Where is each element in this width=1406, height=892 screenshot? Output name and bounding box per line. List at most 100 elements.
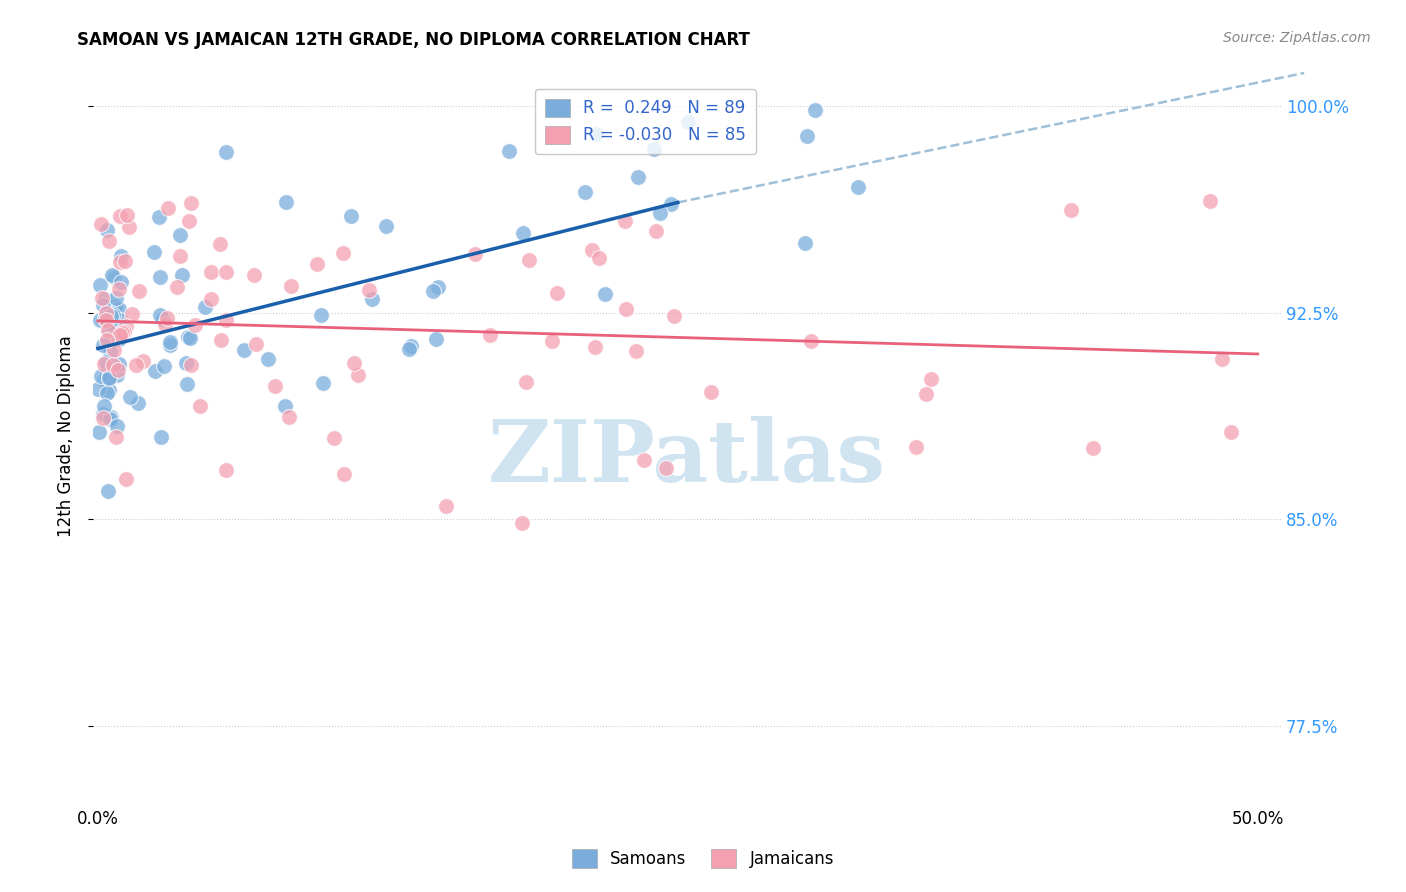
Point (644, 224, 666, 238)
Point (100, 309, 122, 323)
Point (425, 333, 447, 347)
Point (114, 253, 136, 268)
Point (108, 255, 131, 269)
Point (104, 320, 127, 334)
Point (512, 227, 534, 241)
Point (97, 234, 120, 248)
Point (90, 368, 112, 383)
Point (96, 306, 118, 320)
Point (149, 269, 172, 284)
Point (274, 195, 297, 210)
Point (103, 270, 125, 285)
Point (233, 343, 256, 357)
Point (659, 197, 682, 211)
Point (105, 368, 128, 382)
Point (179, 213, 201, 227)
Point (118, 390, 141, 404)
Point (333, 467, 356, 481)
Point (180, 195, 202, 210)
Point (104, 300, 127, 314)
Point (153, 318, 176, 332)
Point (583, 340, 606, 354)
Point (215, 265, 238, 279)
Legend: Samoans, Jamaicans: Samoans, Jamaicans (565, 843, 841, 875)
Y-axis label: 12th Grade, No Diploma: 12th Grade, No Diploma (58, 335, 75, 538)
Point (125, 358, 148, 372)
Point (581, 243, 603, 257)
Point (89, 277, 111, 292)
Point (132, 354, 155, 368)
Point (215, 463, 238, 477)
Point (322, 432, 344, 446)
Text: SAMOAN VS JAMAICAN 12TH GRADE, NO DIPLOMA CORRELATION CHART: SAMOAN VS JAMAICAN 12TH GRADE, NO DIPLOM… (77, 31, 751, 49)
Point (98, 326, 121, 341)
Point (108, 328, 131, 343)
Point (627, 170, 650, 185)
Point (145, 364, 167, 378)
Point (96, 386, 118, 401)
Point (97, 316, 120, 330)
Point (148, 211, 170, 225)
Point (263, 378, 285, 392)
Point (103, 358, 125, 372)
Point (159, 335, 181, 350)
Point (540, 334, 562, 349)
Point (89, 313, 111, 327)
Point (96, 333, 118, 347)
Point (200, 292, 222, 306)
Point (91, 411, 114, 425)
Point (1219, 425, 1241, 439)
Point (176, 377, 198, 392)
Point (90, 291, 112, 305)
Point (121, 307, 143, 321)
Point (104, 291, 127, 305)
Point (194, 300, 217, 314)
Point (111, 326, 134, 340)
Point (98, 345, 121, 359)
Point (643, 142, 665, 156)
Point (87, 382, 110, 396)
Point (96, 312, 118, 326)
Point (1198, 194, 1220, 208)
Point (215, 312, 238, 326)
Text: Source: ZipAtlas.com: Source: ZipAtlas.com (1223, 31, 1371, 45)
Point (142, 245, 165, 260)
Point (357, 283, 380, 297)
Point (346, 368, 368, 383)
Point (98, 370, 121, 384)
Point (98, 412, 121, 426)
Point (800, 334, 823, 348)
Point (104, 299, 127, 313)
Point (118, 220, 141, 235)
Point (478, 327, 501, 342)
Point (215, 145, 238, 159)
Point (498, 144, 520, 158)
Point (108, 313, 131, 327)
Point (312, 376, 335, 391)
Point (101, 268, 124, 282)
Point (920, 372, 942, 386)
Point (700, 385, 723, 400)
Point (209, 333, 232, 347)
Point (110, 249, 132, 263)
Point (515, 375, 537, 389)
Point (464, 247, 486, 261)
Point (166, 280, 188, 294)
Point (128, 284, 150, 298)
Text: ZIPatlas: ZIPatlas (488, 417, 886, 500)
Point (1211, 351, 1233, 366)
Point (97, 483, 120, 498)
Point (93, 292, 115, 306)
Point (648, 205, 671, 219)
Point (614, 214, 637, 228)
Point (97, 361, 120, 376)
Point (179, 331, 201, 345)
Point (434, 500, 457, 514)
Point (108, 301, 131, 316)
Point (107, 363, 129, 377)
Point (152, 311, 174, 326)
Point (174, 356, 197, 370)
Point (794, 236, 817, 251)
Point (624, 343, 647, 358)
Point (112, 325, 135, 339)
